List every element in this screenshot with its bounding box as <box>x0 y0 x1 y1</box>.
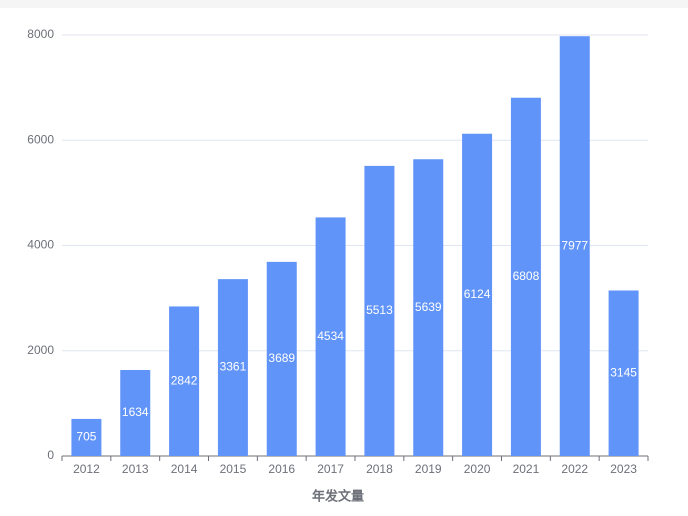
y-tick-label: 6000 <box>27 132 54 146</box>
bar <box>315 217 346 456</box>
value-label: 2842 <box>171 373 198 387</box>
x-tick-label: 2021 <box>513 462 540 476</box>
x-tick-label: 2019 <box>415 462 442 476</box>
bar <box>510 97 541 456</box>
x-tick-label: 2017 <box>317 462 344 476</box>
x-tick-label: 2022 <box>561 462 588 476</box>
x-tick-label: 2023 <box>610 462 637 476</box>
bar <box>462 133 493 457</box>
value-label: 7977 <box>561 238 588 252</box>
value-label: 1634 <box>122 405 149 419</box>
y-tick-label: 0 <box>47 448 54 462</box>
bar <box>169 306 200 456</box>
bar <box>608 290 639 456</box>
y-tick-label: 2000 <box>27 343 54 357</box>
value-label: 3145 <box>610 365 637 379</box>
bar <box>120 370 151 456</box>
bar <box>217 279 248 456</box>
value-label: 5639 <box>415 300 442 314</box>
x-tick-label: 2014 <box>171 462 198 476</box>
value-label: 3361 <box>220 360 247 374</box>
value-label: 4534 <box>317 329 344 343</box>
bar <box>71 418 102 456</box>
bar <box>559 36 590 456</box>
value-label: 5513 <box>366 303 393 317</box>
value-label: 6808 <box>513 269 540 283</box>
x-tick-label: 2020 <box>464 462 491 476</box>
value-label: 3689 <box>268 351 295 365</box>
x-tick-label: 2013 <box>122 462 149 476</box>
value-label: 6124 <box>464 287 491 301</box>
value-label: 705 <box>76 430 96 444</box>
y-tick-label: 8000 <box>27 27 54 41</box>
x-axis-title: 年发文量 <box>312 488 364 503</box>
bar <box>266 261 297 456</box>
x-tick-label: 2015 <box>220 462 247 476</box>
x-tick-label: 2012 <box>73 462 100 476</box>
bar <box>413 159 444 456</box>
y-tick-label: 4000 <box>27 238 54 252</box>
x-tick-label: 2016 <box>268 462 295 476</box>
bar <box>364 165 395 457</box>
top-strip <box>0 0 688 8</box>
x-tick-label: 2018 <box>366 462 393 476</box>
